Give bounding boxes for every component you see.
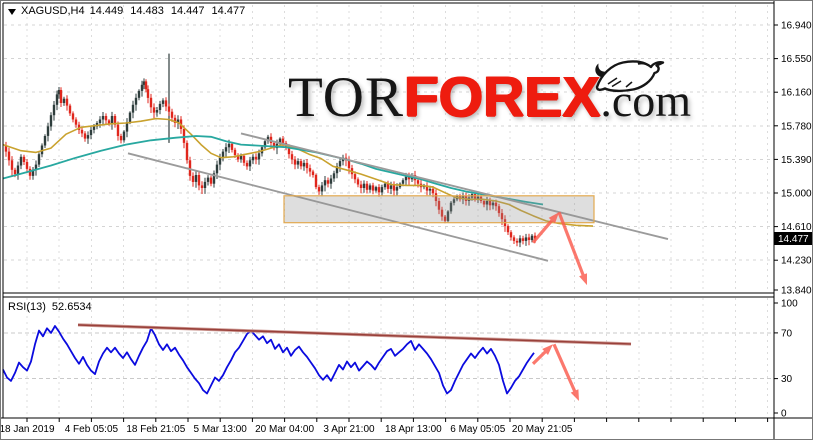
rsi-line <box>2 325 535 395</box>
price-tick-label: 15.780 <box>781 121 812 132</box>
logo-prefix: TOR <box>288 66 404 129</box>
forecast-arrow-up <box>531 212 559 244</box>
candle-series <box>4 78 537 248</box>
support-zone-rect[interactable] <box>283 195 595 224</box>
price-tick-label: 14.230 <box>781 256 812 267</box>
time-tick-label: 18 Apr 13:00 <box>385 424 442 435</box>
time-tick-label: 20 May 21:05 <box>512 424 573 435</box>
logo-brand: FOREX <box>403 65 601 129</box>
time-tick-label: 4 Feb 05:05 <box>65 424 119 435</box>
rsi-trendline[interactable] <box>77 323 632 346</box>
price-tick-label: 15.390 <box>781 155 812 166</box>
price-scale[interactable]: 16.940 16.550 16.160 15.780 15.390 15.000 14.6… <box>774 21 813 420</box>
chevron-down-icon <box>8 8 16 15</box>
time-tick-label: 6 May 05:05 <box>450 424 505 435</box>
rsi-arrow-down <box>552 343 579 401</box>
rsi-value: 52.6534 <box>51 301 92 313</box>
price-tick-label: 16.550 <box>781 54 812 65</box>
ohlc-high: 14.483 <box>130 5 164 17</box>
rsi-arrow-up <box>531 344 553 365</box>
price-tick-label: 15.000 <box>781 189 812 200</box>
current-price-box <box>774 232 812 245</box>
ohlc-low: 14.447 <box>170 5 205 17</box>
price-tick-label: 16.160 <box>781 88 812 99</box>
current-price-label: 14.477 <box>778 234 809 245</box>
ohlc-close: 14.477 <box>211 5 246 17</box>
bull-icon <box>595 60 665 93</box>
ohlc-open: 14.449 <box>89 5 124 17</box>
time-tick-label: 5 Mar 13:00 <box>194 424 248 435</box>
price-tick-label: 14.610 <box>781 222 812 233</box>
rsi-tick-label: 0 <box>781 409 787 420</box>
price-tick-label: 13.840 <box>781 286 812 297</box>
time-tick-label: 18 Jan 2019 <box>1 424 55 435</box>
rsi-tick-label: 100 <box>781 299 798 310</box>
trend-channel[interactable] <box>127 132 669 262</box>
grid-horizontal <box>4 24 773 380</box>
symbol-timeframe-label: XAGUSD,H4 <box>21 5 85 17</box>
forecast-arrow-down <box>557 211 587 286</box>
grid-vertical <box>26 5 769 417</box>
ma-slow-line <box>2 135 544 206</box>
rsi-name: RSI(13) <box>8 301 46 313</box>
price-tick-label: 16.940 <box>781 21 812 32</box>
rsi-tick-label: 70 <box>781 328 793 339</box>
time-tick-label: 20 Mar 04:00 <box>255 424 314 435</box>
rsi-indicator-label: RSI(13) 52.6534 <box>8 301 92 313</box>
time-tick-label: 18 Feb 21:05 <box>126 424 185 435</box>
rsi-tick-label: 30 <box>781 374 793 385</box>
time-scale[interactable]: 18 Jan 2019 4 Feb 05:05 18 Feb 21:05 5 Mar … <box>1 418 769 435</box>
symbol-ohlc-readout: XAGUSD,H4 14.449 14.483 14.447 14.477 <box>8 5 245 17</box>
time-tick-label: 3 Apr 21:00 <box>323 424 375 435</box>
